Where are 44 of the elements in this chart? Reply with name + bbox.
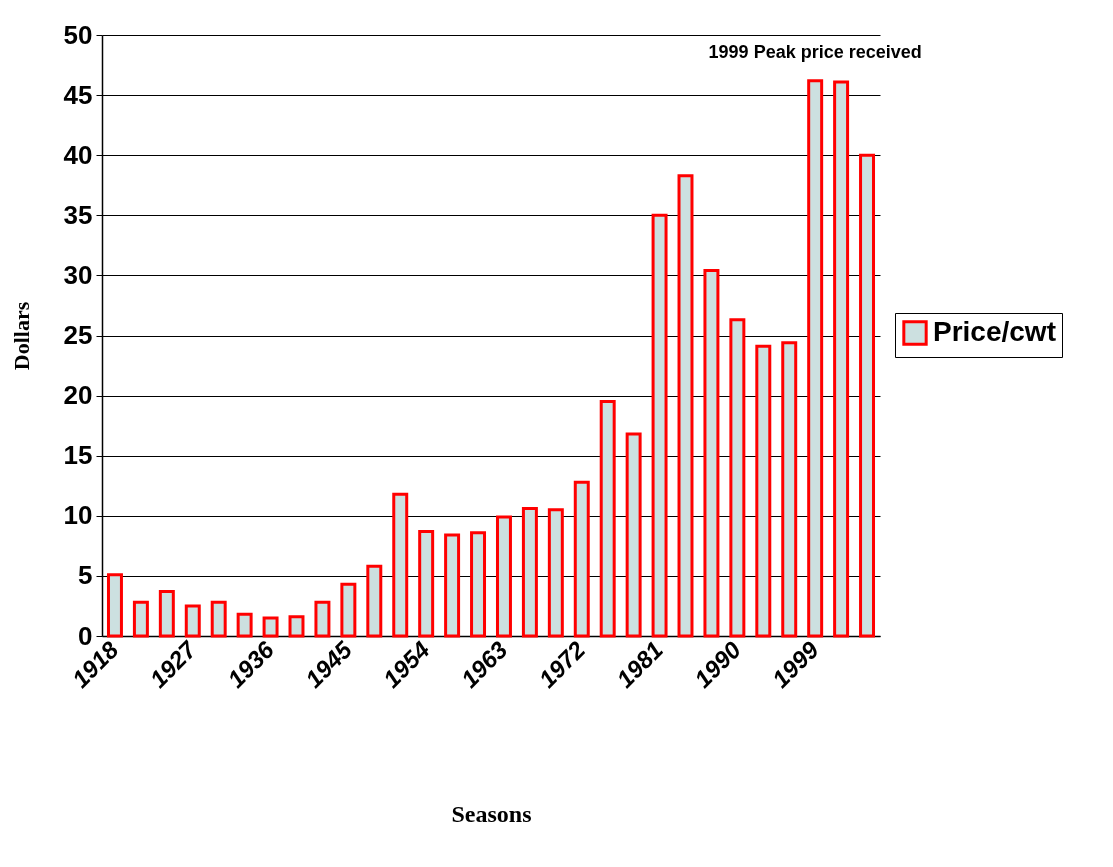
bar: [573, 480, 590, 638]
bar: [132, 600, 149, 638]
y-tick-label: 50: [63, 19, 93, 50]
bar: [418, 529, 435, 638]
bar: [495, 515, 512, 638]
y-tick-label: 30: [63, 259, 93, 290]
bar: [106, 573, 123, 638]
y-tick-label: 20: [63, 380, 93, 411]
bar: [470, 531, 487, 638]
y-tick-label: 15: [63, 440, 93, 471]
y-tick-label: 45: [63, 79, 93, 110]
bar: [859, 153, 876, 638]
bar: [366, 564, 383, 638]
bar: [729, 318, 746, 638]
bar: [184, 604, 201, 638]
bar: [236, 612, 253, 638]
bar: [392, 492, 409, 638]
bar: [340, 582, 357, 638]
y-tick-label: 5: [78, 560, 93, 591]
bar: [677, 174, 694, 638]
y-tick-label: 25: [63, 320, 93, 350]
y-tick-label: 10: [63, 500, 93, 531]
bar: [288, 615, 305, 638]
bar: [833, 80, 850, 638]
bar: [521, 507, 538, 638]
legend-label: Price/cwt: [933, 316, 1056, 347]
annotation: 1999 Peak price received: [708, 41, 922, 62]
bar: [755, 344, 772, 638]
bar: [625, 432, 642, 638]
y-tick-label: 40: [63, 139, 93, 170]
bar: [210, 600, 227, 638]
bar: [314, 600, 331, 638]
bar: [781, 341, 798, 638]
x-axis-title: Seasons: [451, 800, 532, 827]
y-tick-label: 35: [63, 199, 93, 230]
bar: [444, 533, 461, 638]
bar: [262, 616, 279, 638]
bar: [703, 269, 720, 638]
bar: [599, 400, 616, 638]
bar: [547, 508, 564, 638]
bar: [807, 79, 824, 638]
y-axis-title: Dollars: [8, 301, 34, 371]
bar: [158, 590, 175, 638]
bar: [651, 213, 668, 638]
